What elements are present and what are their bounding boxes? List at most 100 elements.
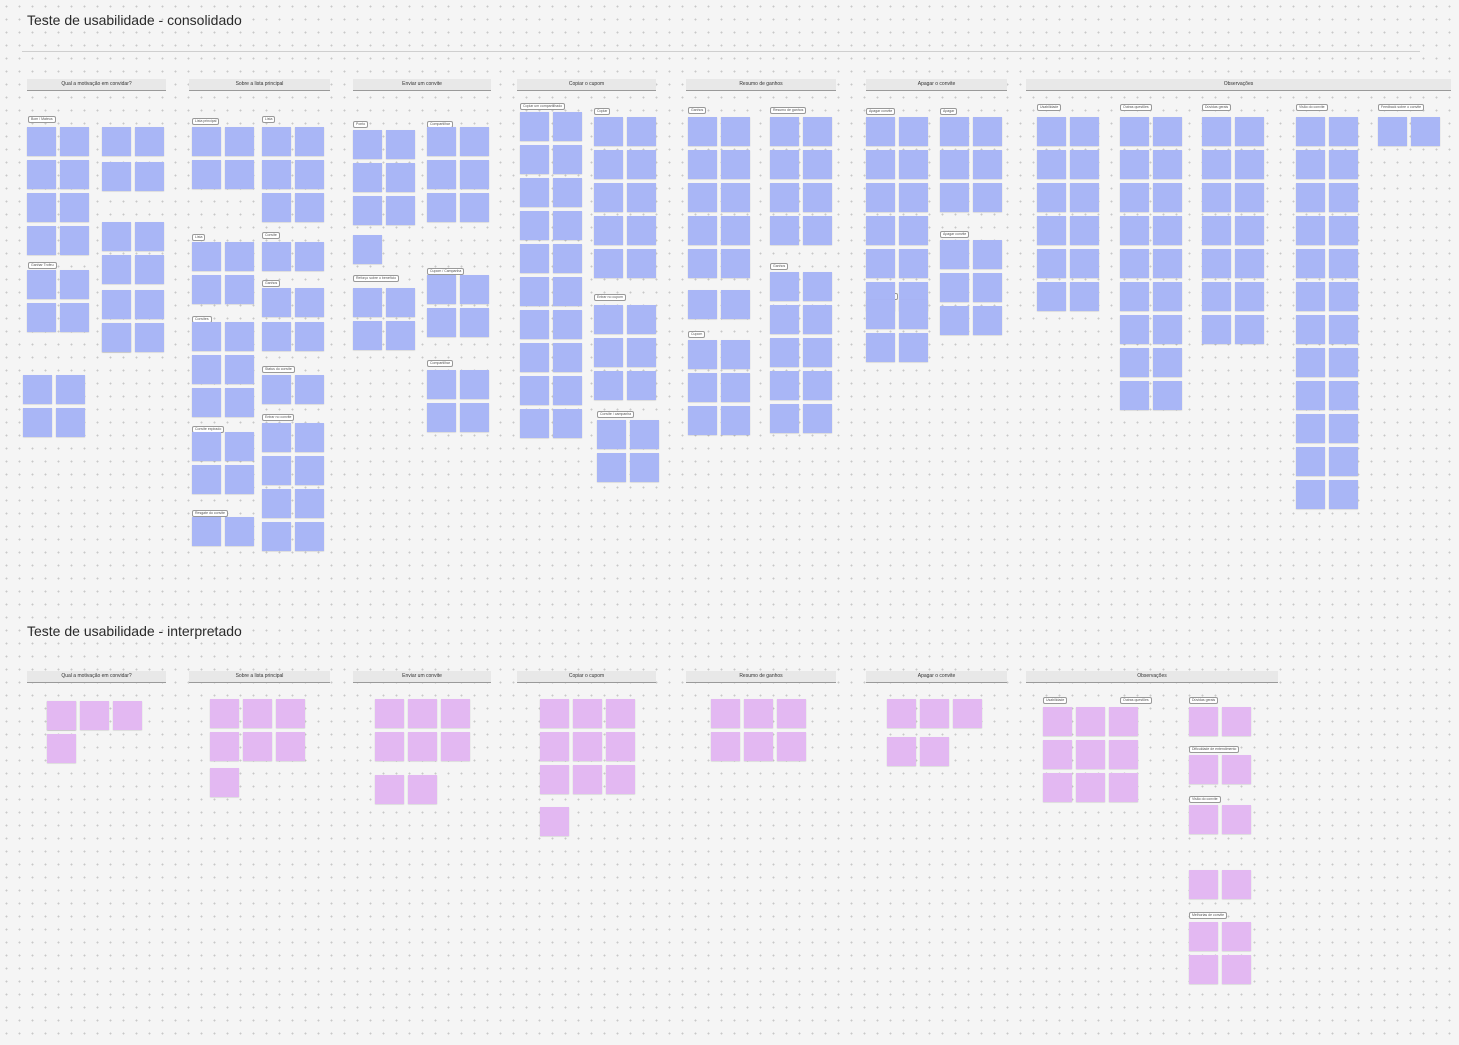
cluster-label[interactable]: Resumo de ganhos xyxy=(770,107,807,114)
sticky-note[interactable] xyxy=(1296,447,1325,476)
sticky-note[interactable] xyxy=(192,322,221,351)
sticky-note[interactable] xyxy=(520,277,549,306)
sticky-note[interactable] xyxy=(1378,117,1407,146)
sticky-note[interactable] xyxy=(1043,773,1072,802)
sticky-note[interactable] xyxy=(627,150,656,179)
sticky-note[interactable] xyxy=(770,150,799,179)
sticky-note[interactable] xyxy=(520,112,549,141)
sticky-note[interactable] xyxy=(803,338,832,367)
sticky-note[interactable] xyxy=(1235,216,1264,245)
sticky-note[interactable] xyxy=(606,765,635,794)
sticky-note[interactable] xyxy=(770,338,799,367)
sticky-note[interactable] xyxy=(597,420,626,449)
sticky-note[interactable] xyxy=(866,216,895,245)
sticky-note[interactable] xyxy=(594,338,623,367)
sticky-note[interactable] xyxy=(594,249,623,278)
sticky-note[interactable] xyxy=(408,775,437,804)
sticky-note[interactable] xyxy=(1120,249,1149,278)
sticky-note[interactable] xyxy=(803,117,832,146)
sticky-note[interactable] xyxy=(1153,216,1182,245)
sticky-note[interactable] xyxy=(744,699,773,728)
sticky-note[interactable] xyxy=(777,732,806,761)
sticky-note[interactable] xyxy=(1235,249,1264,278)
sticky-note[interactable] xyxy=(973,306,1002,335)
sticky-note[interactable] xyxy=(1235,183,1264,212)
sticky-note[interactable] xyxy=(1109,707,1138,736)
sticky-note[interactable] xyxy=(721,117,750,146)
sticky-note[interactable] xyxy=(60,270,89,299)
sticky-note[interactable] xyxy=(102,127,131,156)
sticky-note[interactable] xyxy=(262,423,291,452)
sticky-note[interactable] xyxy=(427,308,456,337)
sticky-note[interactable] xyxy=(540,807,569,836)
sticky-note[interactable] xyxy=(262,242,291,271)
sticky-note[interactable] xyxy=(1202,216,1231,245)
sticky-note[interactable] xyxy=(427,127,456,156)
sticky-note[interactable] xyxy=(225,355,254,384)
sticky-note[interactable] xyxy=(770,305,799,334)
cluster-label[interactable]: Outras questões xyxy=(1120,104,1152,111)
sticky-note[interactable] xyxy=(386,163,415,192)
sticky-note[interactable] xyxy=(102,323,131,352)
sticky-note[interactable] xyxy=(1329,216,1358,245)
sticky-note[interactable] xyxy=(520,343,549,372)
sticky-note[interactable] xyxy=(887,699,916,728)
sticky-note[interactable] xyxy=(386,130,415,159)
sticky-note[interactable] xyxy=(1153,183,1182,212)
sticky-note[interactable] xyxy=(1037,249,1066,278)
sticky-note[interactable] xyxy=(375,699,404,728)
sticky-note[interactable] xyxy=(460,308,489,337)
sticky-note[interactable] xyxy=(553,178,582,207)
sticky-note[interactable] xyxy=(1329,447,1358,476)
sticky-note[interactable] xyxy=(1296,414,1325,443)
sticky-note[interactable] xyxy=(1037,216,1066,245)
sticky-note[interactable] xyxy=(460,370,489,399)
cluster-label[interactable]: Cupom xyxy=(688,331,706,338)
sticky-note[interactable] xyxy=(803,216,832,245)
sticky-note[interactable] xyxy=(1235,315,1264,344)
sticky-note[interactable] xyxy=(27,127,56,156)
cluster-label[interactable]: Dificuldade de entendimento xyxy=(1189,746,1240,753)
sticky-note[interactable] xyxy=(1153,282,1182,311)
sticky-note[interactable] xyxy=(135,162,164,191)
sticky-note[interactable] xyxy=(803,305,832,334)
column-header[interactable]: Sobre a lista principal xyxy=(189,79,330,91)
sticky-note[interactable] xyxy=(1189,707,1218,736)
sticky-note[interactable] xyxy=(1189,805,1218,834)
sticky-note[interactable] xyxy=(744,732,773,761)
sticky-note[interactable] xyxy=(225,388,254,417)
sticky-note[interactable] xyxy=(262,193,291,222)
sticky-note[interactable] xyxy=(594,183,623,212)
column-header[interactable]: Observações xyxy=(1026,671,1278,683)
sticky-note[interactable] xyxy=(973,150,1002,179)
cluster-label[interactable]: Convite / campanha xyxy=(597,411,635,418)
sticky-note[interactable] xyxy=(102,222,131,251)
sticky-note[interactable] xyxy=(427,193,456,222)
sticky-note[interactable] xyxy=(973,117,1002,146)
cluster-label[interactable]: Visão do convite xyxy=(1296,104,1328,111)
sticky-note[interactable] xyxy=(262,456,291,485)
sticky-note[interactable] xyxy=(353,235,382,264)
sticky-note[interactable] xyxy=(460,403,489,432)
sticky-note[interactable] xyxy=(192,517,221,546)
sticky-note[interactable] xyxy=(688,150,717,179)
sticky-note[interactable] xyxy=(192,242,221,271)
sticky-note[interactable] xyxy=(803,150,832,179)
column-header[interactable]: Resumo de ganhos xyxy=(686,671,836,683)
sticky-note[interactable] xyxy=(1043,707,1072,736)
sticky-note[interactable] xyxy=(770,371,799,400)
sticky-note[interactable] xyxy=(295,423,324,452)
cluster-label[interactable]: Reforço sobre o benefício xyxy=(353,275,400,282)
sticky-note[interactable] xyxy=(23,375,52,404)
sticky-note[interactable] xyxy=(597,453,626,482)
cluster-label[interactable]: Dúvidas gerais xyxy=(1189,697,1219,704)
sticky-note[interactable] xyxy=(520,409,549,438)
sticky-note[interactable] xyxy=(520,376,549,405)
sticky-note[interactable] xyxy=(225,160,254,189)
sticky-note[interactable] xyxy=(225,322,254,351)
sticky-note[interactable] xyxy=(866,249,895,278)
sticky-note[interactable] xyxy=(899,117,928,146)
sticky-note[interactable] xyxy=(627,249,656,278)
sticky-note[interactable] xyxy=(1329,117,1358,146)
sticky-note[interactable] xyxy=(60,193,89,222)
